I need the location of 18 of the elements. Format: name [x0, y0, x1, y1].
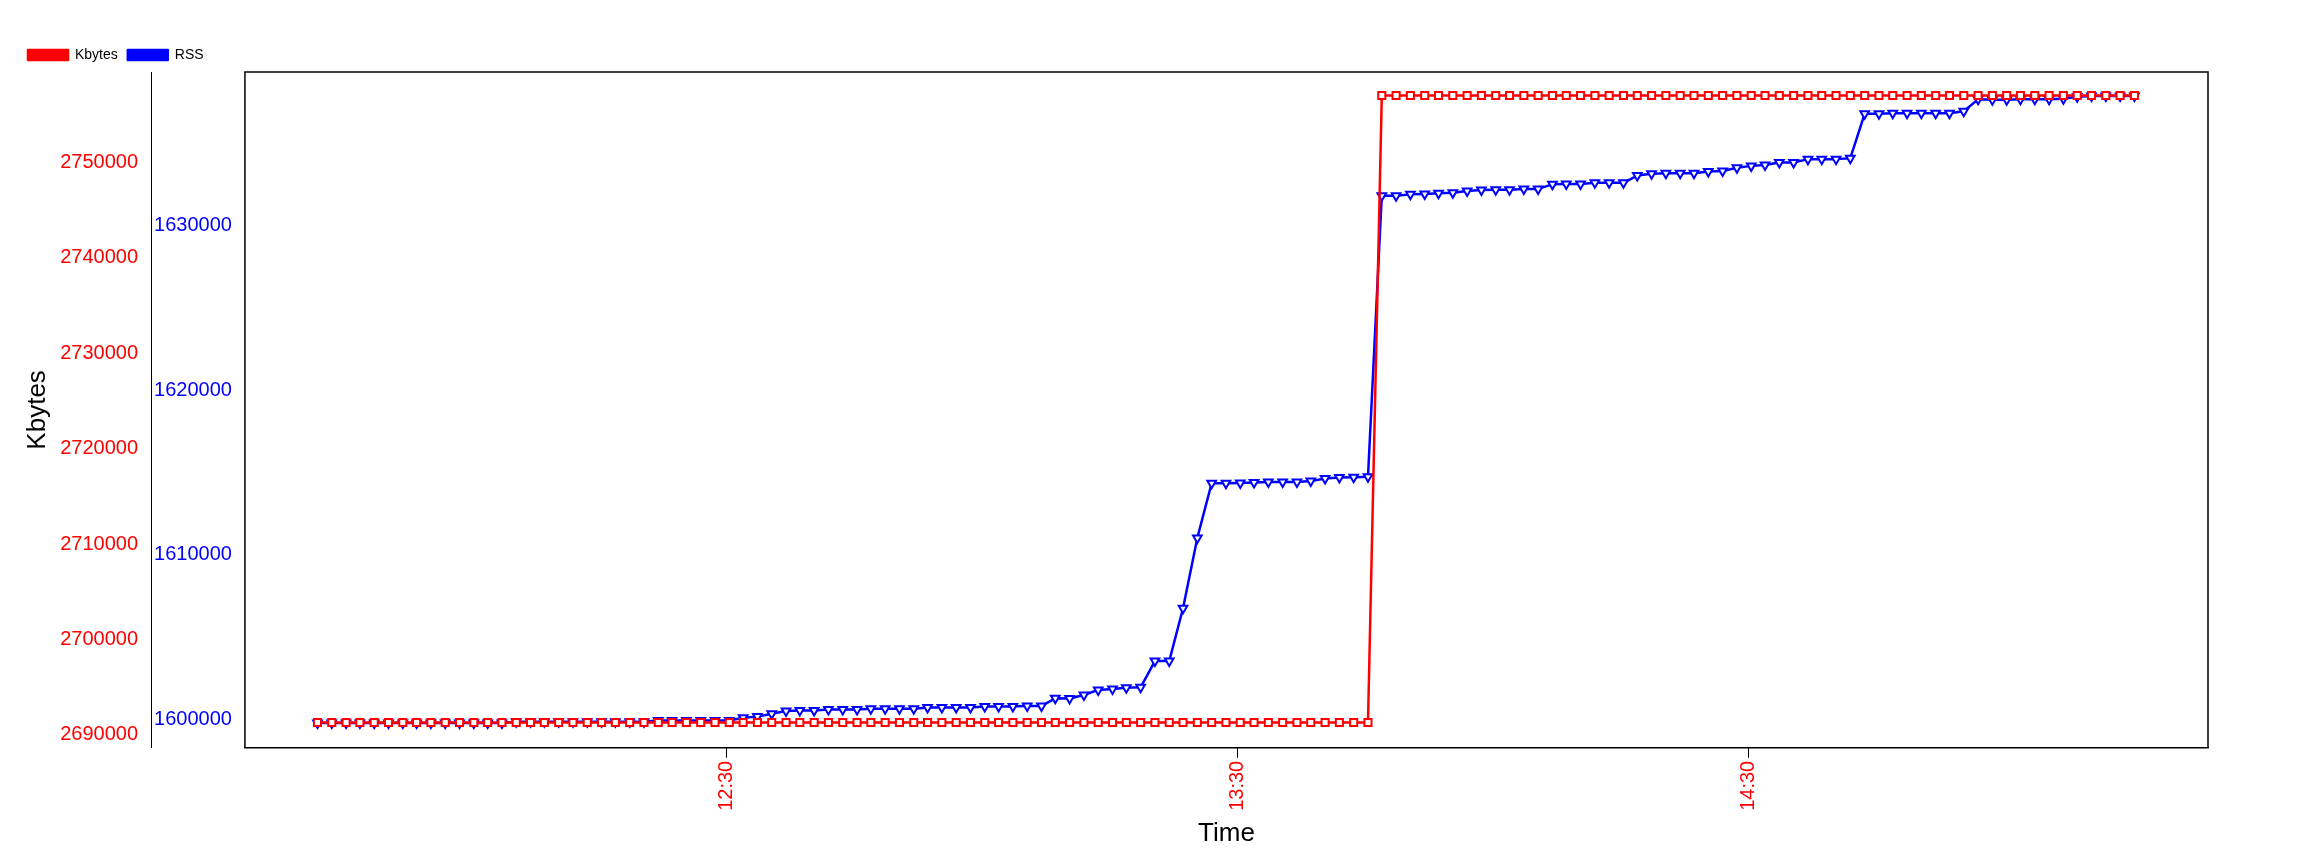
y2-tick-label: 1630000 — [154, 212, 232, 235]
y-tick-label: 2730000 — [60, 340, 139, 363]
legend-label: RSS — [174, 45, 204, 62]
y-tick-label: 2690000 — [60, 722, 139, 745]
y2-tick-label: 1610000 — [154, 542, 232, 565]
y-tick-label: 2750000 — [60, 149, 139, 172]
y-tick-label: 2710000 — [60, 531, 139, 554]
y-tick-label: 2700000 — [60, 627, 139, 650]
x-tick-label: 13:30 — [1224, 760, 1247, 811]
y-tick-label: 2720000 — [60, 436, 139, 459]
legend-label: Kbytes — [75, 45, 118, 62]
y2-tick-label: 1620000 — [154, 377, 232, 400]
y2-tick-label: 1600000 — [154, 706, 232, 729]
x-tick-label: 12:30 — [713, 760, 736, 811]
x-axis-title: Time — [1198, 816, 1255, 847]
y-axis-title: Kbytes — [20, 370, 51, 450]
y-tick-label: 2740000 — [60, 245, 139, 268]
x-tick-label: 14:30 — [1735, 760, 1758, 811]
